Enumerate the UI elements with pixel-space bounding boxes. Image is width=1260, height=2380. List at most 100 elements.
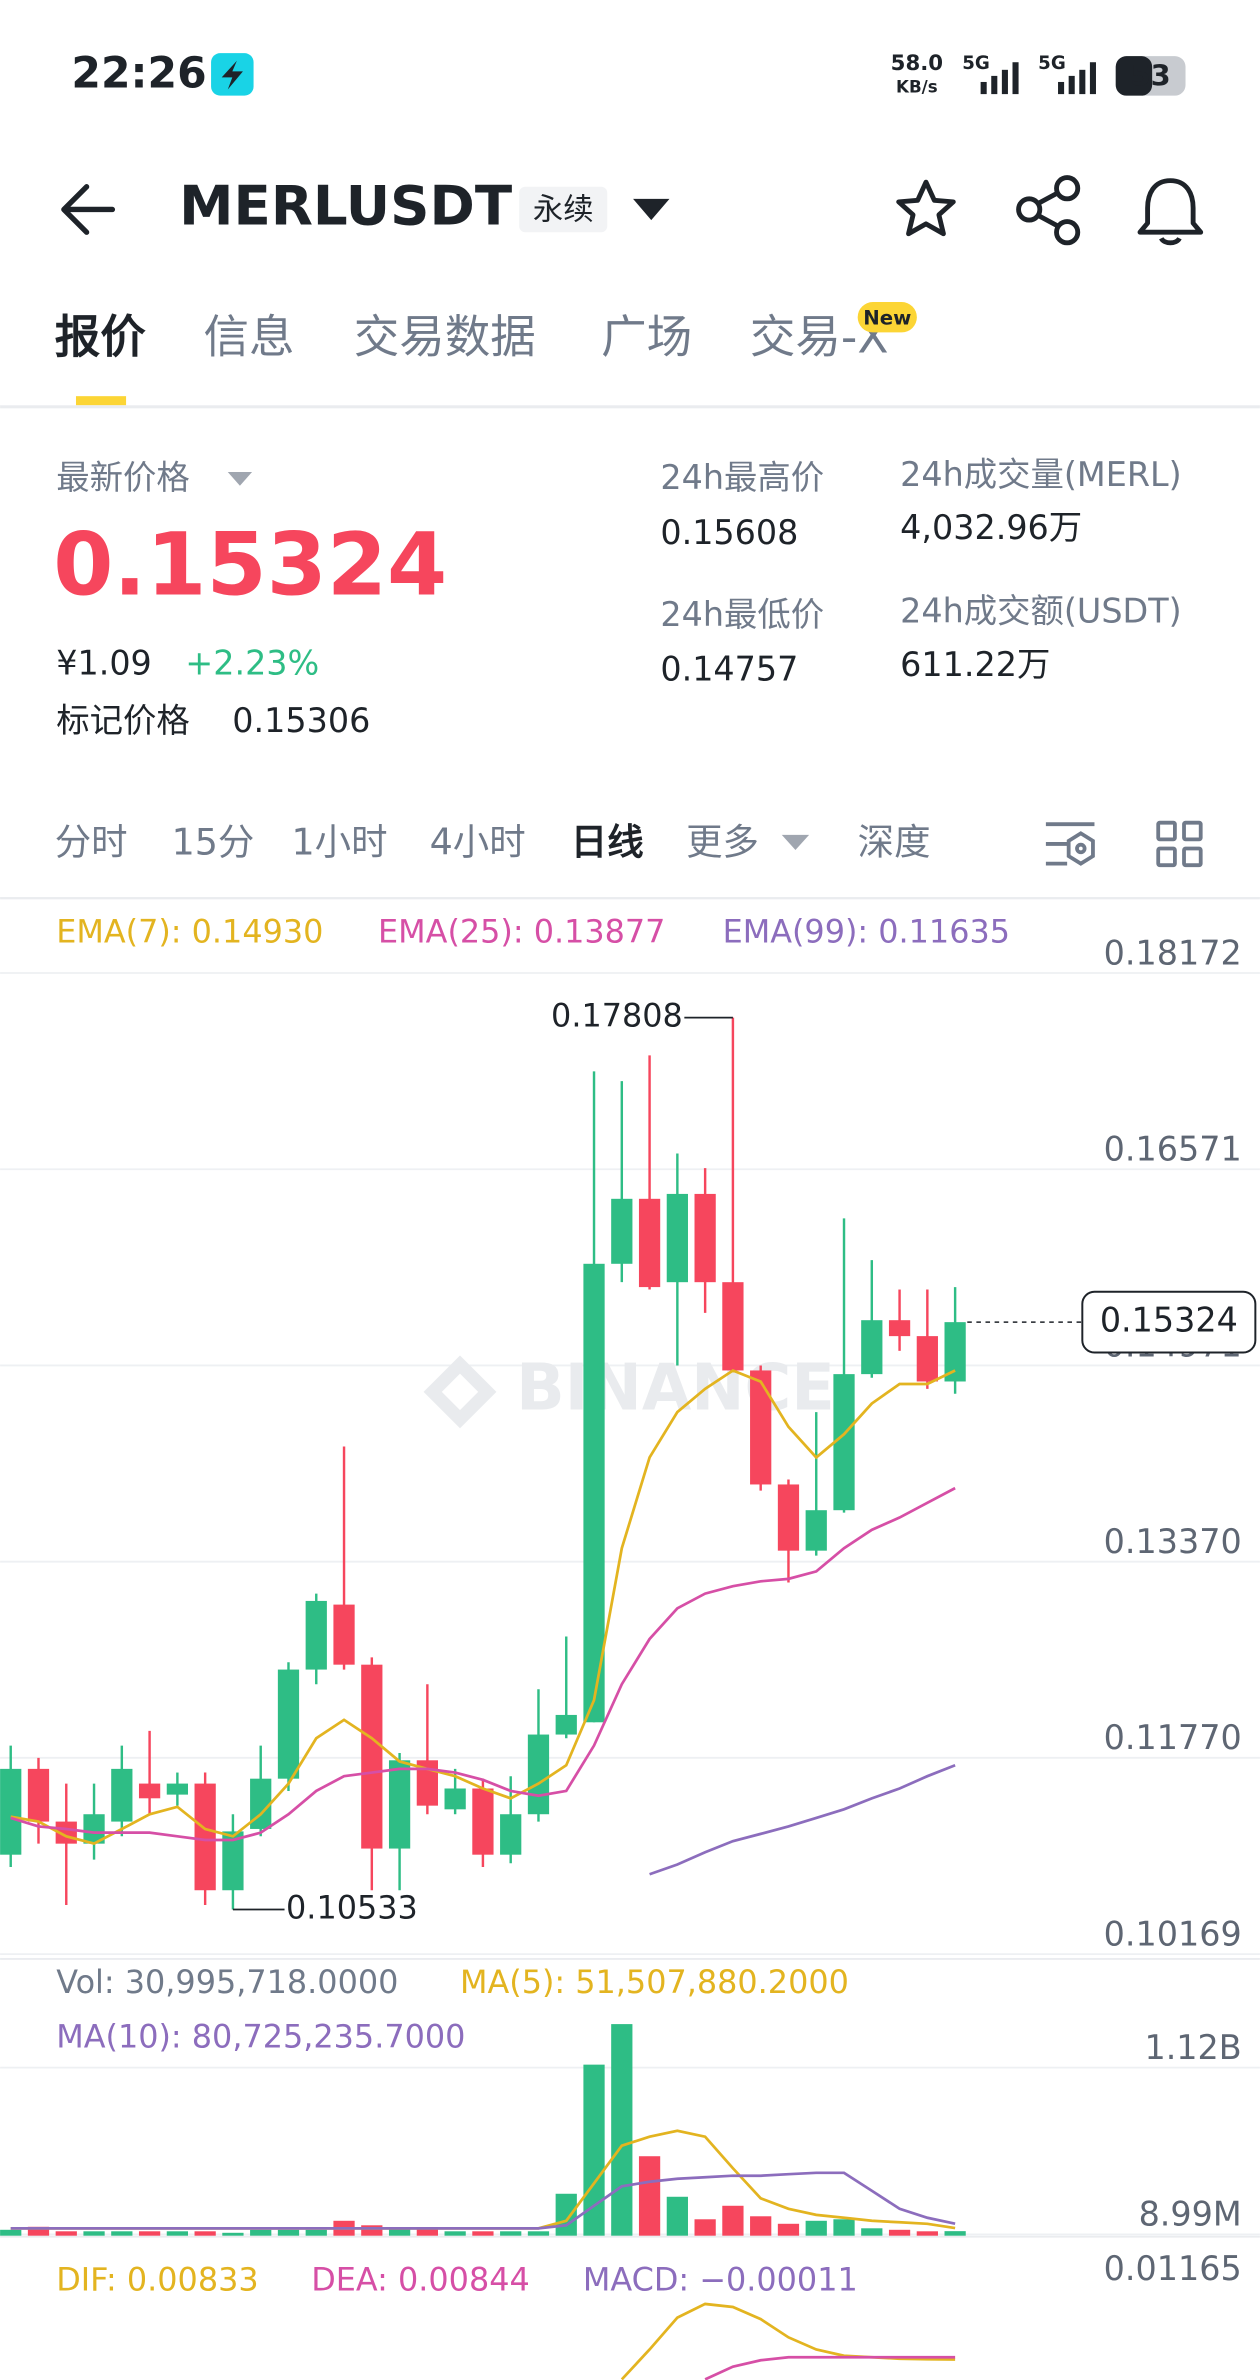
- volume-bar: [833, 2219, 855, 2236]
- tab-indicator: [75, 396, 127, 406]
- volume-bar: [638, 2156, 661, 2236]
- volume-bar: [500, 2231, 522, 2236]
- candle-body: [0, 1768, 22, 1855]
- divider: [0, 405, 1260, 409]
- stat-value: 0.15608: [660, 513, 798, 552]
- candle-body: [805, 1510, 827, 1551]
- new-badge: [857, 302, 917, 333]
- volume-bar: [805, 2220, 827, 2236]
- candle-body: [194, 1783, 216, 1891]
- net-speed: 58.0: [891, 51, 943, 76]
- volume-bar: [388, 2228, 411, 2236]
- interval[interactable]: 1小时: [292, 820, 388, 863]
- price-type-dropdown[interactable]: [227, 472, 253, 486]
- candle-body: [861, 1320, 883, 1375]
- symbol[interactable]: MERLUSDT: [179, 174, 512, 238]
- indicator-settings[interactable]: [1045, 822, 1095, 866]
- candle-body: [222, 1831, 244, 1891]
- legend-entry: DEA: 0.00844: [311, 2260, 530, 2298]
- macd-line: [704, 2355, 956, 2380]
- candle-body: [777, 1484, 800, 1551]
- volume-bar: [750, 2216, 772, 2236]
- volume-bar: [277, 2229, 300, 2236]
- tab[interactable]: 信息: [203, 311, 294, 364]
- candle-body: [944, 1322, 966, 1382]
- macd-label: MACD: −0.00011: [583, 2260, 858, 2298]
- legend-entry: EMA(99): 0.11635: [723, 912, 1010, 950]
- volume-bar: [138, 2231, 161, 2236]
- last-price-label: 0.15324: [1100, 1301, 1238, 1340]
- candle-body: [83, 1814, 105, 1844]
- pane-divider: [0, 1958, 1260, 1960]
- favorite-button[interactable]: [896, 179, 956, 237]
- candle-body: [361, 1664, 383, 1849]
- volume-bar: [55, 2231, 77, 2236]
- layout-button[interactable]: [1156, 820, 1203, 868]
- volume-bar: [916, 2231, 938, 2236]
- candle-body: [500, 1814, 522, 1855]
- interval-active[interactable]: 日线: [571, 820, 644, 863]
- y-tick-label: 1.12B: [1144, 2028, 1241, 2067]
- legend-entry: EMA(7): 0.14930: [56, 912, 323, 950]
- contract-type: 永续: [533, 192, 594, 227]
- interval[interactable]: 深度: [858, 820, 931, 863]
- tab[interactable]: 交易数据: [354, 311, 536, 364]
- volume-bar: [777, 2223, 800, 2236]
- stat-label: 24h最高价: [660, 458, 824, 497]
- last-price-label[interactable]: 最新价格: [56, 458, 190, 497]
- stat-label: 24h成交量(MERL): [900, 455, 1181, 494]
- ema-line: [10, 1368, 956, 1846]
- last-price-box: [1081, 1290, 1257, 1354]
- new-badge-text: New: [863, 306, 911, 329]
- candle-body: [527, 1734, 550, 1815]
- candle-body: [250, 1778, 272, 1829]
- candle-body: [138, 1783, 161, 1799]
- tab-active[interactable]: 报价: [55, 311, 147, 364]
- stat-label: 24h最低价: [660, 595, 824, 634]
- legend-entry: MA(10): 80,725,235.7000: [56, 2017, 465, 2055]
- legend-entry: DIF: 0.00833: [56, 2260, 258, 2298]
- candle-body: [833, 1374, 855, 1511]
- stat-value: 611.22万: [900, 645, 1050, 684]
- volume-bar: [194, 2231, 216, 2236]
- y-tick-label: 0.18172: [1104, 933, 1242, 972]
- volume-bar: [611, 2024, 633, 2236]
- legend-entry: EMA(25): 0.13877: [378, 912, 665, 950]
- candle-body: [583, 1263, 605, 1723]
- volume-bar: [27, 2226, 50, 2236]
- candle-body: [611, 1198, 633, 1264]
- volume-bar: [222, 2232, 244, 2236]
- contract-tag: [519, 186, 608, 233]
- ema-line: [649, 1763, 956, 1876]
- app-icon-glyph: [221, 60, 243, 90]
- last-price: 0.15324: [53, 516, 447, 616]
- back-button[interactable]: [61, 184, 116, 235]
- more-dropdown[interactable]: [781, 834, 810, 850]
- volume-bar: [944, 2231, 966, 2236]
- volume-bar: [722, 2205, 744, 2236]
- volume-bar: [361, 2225, 383, 2236]
- symbol-dropdown[interactable]: [633, 198, 670, 221]
- alert-button[interactable]: [1137, 178, 1204, 246]
- share-button[interactable]: [1016, 175, 1081, 246]
- volume-bar: [472, 2231, 494, 2236]
- mark-price: 0.15306: [232, 701, 370, 740]
- candle-body: [916, 1336, 938, 1382]
- interval[interactable]: 15分: [172, 820, 255, 863]
- battery-text: 53: [1131, 58, 1171, 92]
- volume-bar: [83, 2231, 105, 2236]
- volume-bar: [583, 2064, 605, 2236]
- interval[interactable]: 4小时: [430, 820, 526, 863]
- interval[interactable]: 更多: [686, 820, 759, 863]
- volume-bar: [527, 2231, 550, 2236]
- mark-price-label: 标记价格: [56, 701, 190, 740]
- low-label: 0.10533: [286, 1888, 418, 1926]
- tab[interactable]: 广场: [601, 311, 692, 364]
- candle-body: [166, 1783, 188, 1795]
- volume-bar: [444, 2231, 466, 2236]
- volume-bar: [416, 2228, 438, 2236]
- interval[interactable]: 分时: [55, 820, 128, 863]
- y-tick-label: 0.16571: [1104, 1130, 1242, 1169]
